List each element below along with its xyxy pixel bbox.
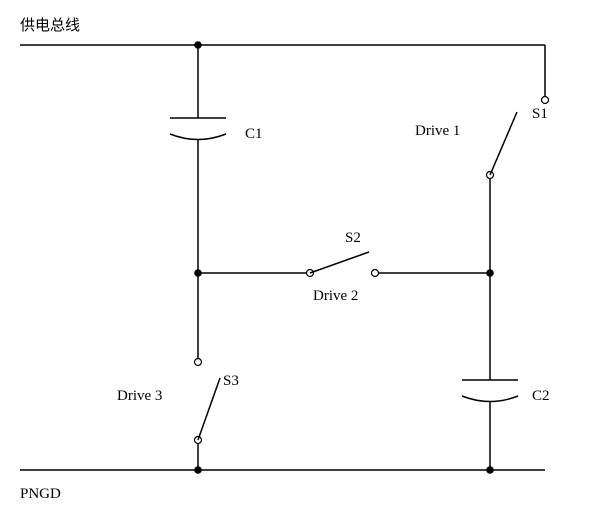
label-drive1: Drive 1 [415, 123, 460, 139]
node-c [195, 270, 201, 276]
switch-s1-terminal-top [542, 97, 549, 104]
label-s2: S2 [345, 230, 361, 246]
switch-s1-lever [490, 112, 517, 175]
label-c1: C1 [245, 126, 263, 142]
switch-s2-terminal-right [372, 270, 379, 277]
label-drive2: Drive 2 [313, 288, 358, 304]
label-drive3: Drive 3 [117, 388, 162, 404]
cap-c1-bottom-plate [170, 134, 226, 140]
node-a [195, 42, 201, 48]
label-s1: S1 [532, 106, 548, 122]
node-b [487, 270, 493, 276]
node-d [487, 467, 493, 473]
label-supply-bus: 供电总线 [20, 17, 80, 34]
label-pgnd: PNGD [20, 486, 61, 502]
label-c2: C2 [532, 388, 550, 404]
switch-s2-lever [310, 252, 369, 273]
node-e [195, 467, 201, 473]
cap-c2-bottom-plate [462, 396, 518, 402]
label-s3: S3 [223, 373, 239, 389]
switch-s3-terminal-top [195, 359, 202, 366]
switch-s3-lever [198, 378, 220, 440]
